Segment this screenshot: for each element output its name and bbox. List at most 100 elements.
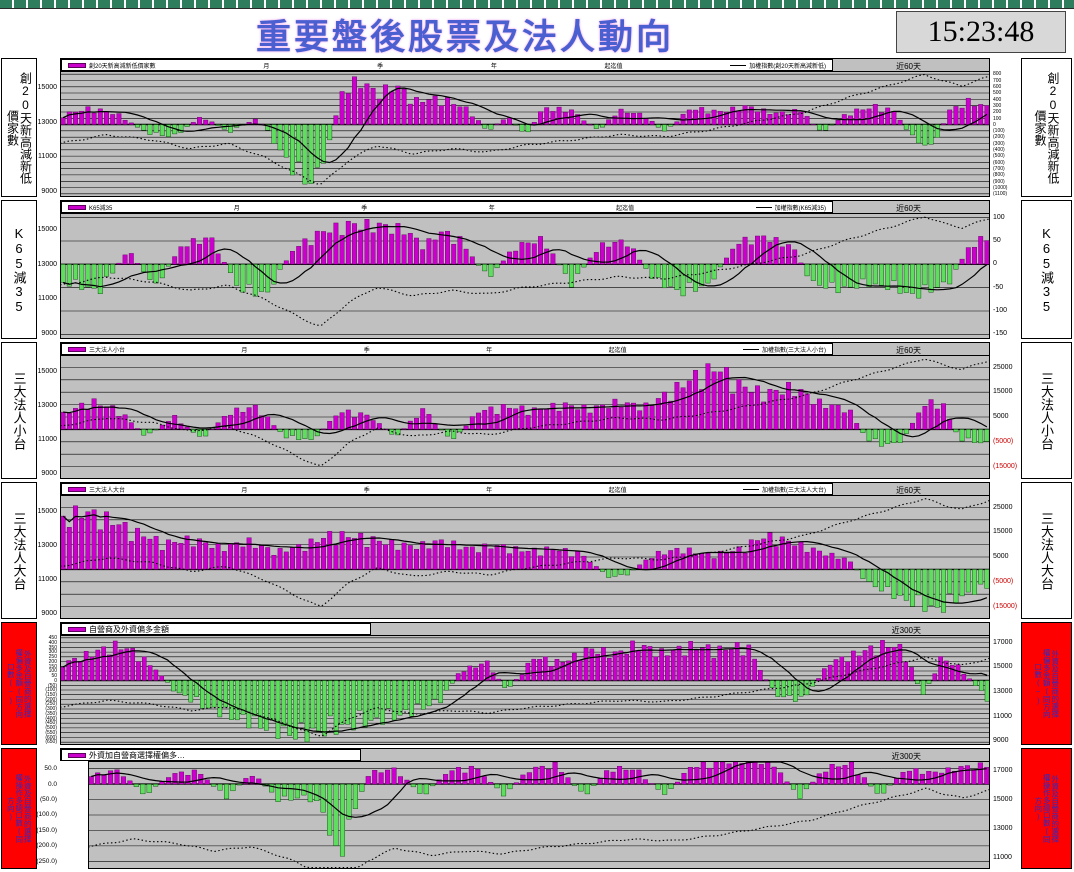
axis-tick-label: -50 — [993, 283, 1004, 291]
plot-area-three-institutions-large-futures — [60, 495, 990, 619]
axis-tick-label: 17000 — [993, 767, 1013, 775]
side-label-text: K65減35 — [11, 225, 27, 314]
axis-tick-label: (100) — [45, 687, 57, 694]
axis-tick-label: 250 — [48, 654, 57, 661]
left-axis: 15000 13000 11000 9000 — [38, 71, 58, 197]
legend-series2-label: 加權指數(三大法人大台) — [761, 487, 826, 494]
legend-series1: 三大法人小台 — [68, 345, 125, 354]
side-label-right: 口數(~) 權偏多金額(同方向 外資及自營商的選擇 — [1021, 622, 1072, 745]
left-axis: 15000 13000 11000 9000 — [38, 495, 58, 619]
legend-box: 創20天新高減新低價家數 月 季 年 起迄值 加權指數(創20天新高減新低) — [61, 59, 833, 71]
panel-row-dealer-foreign-net-long-amount: 口數(~) 權偏多金額(同方向 外資及自營商的選擇 口數(~) 權偏多金額(同方向 外資及… — [0, 621, 1074, 747]
axis-tick-label: 0.0 — [47, 780, 57, 788]
side-label-right: 三大法人小台 — [1021, 342, 1072, 479]
side-label-text: 價家數 — [1033, 109, 1047, 146]
side-label-text: K65減35 — [1039, 225, 1054, 314]
axis-tick-label: 700 — [993, 77, 1002, 84]
axis-tick-label: 15000 — [37, 368, 57, 376]
range-button[interactable]: 近60天 — [896, 486, 921, 495]
side-label-text: 方向) — [6, 796, 16, 821]
axis-tick-label: (5000) — [993, 437, 1014, 445]
legend-mid-mark: 年 — [488, 205, 495, 212]
axis-tick-label: (900) — [993, 178, 1005, 185]
left-axis: 15000 13000 11000 9000 — [38, 355, 58, 479]
side-label-left: K65減35 — [1, 200, 37, 339]
axis-tick-label: 800 — [993, 71, 1002, 78]
legend-series1: 外資加自營商選擇權偏多… — [68, 750, 185, 760]
legend-mid-mark: 月 — [233, 205, 240, 212]
side-label-text: 外資及自營商的選擇 — [1050, 649, 1060, 718]
bar-series-swatch — [68, 346, 86, 352]
legend-series1: 三大法人大台 — [68, 485, 125, 494]
legend-mid-mark: 季 — [363, 347, 370, 354]
side-label-right: 價家數 創20天新高減新低 — [1021, 58, 1072, 197]
axis-tick-label: 13000 — [37, 118, 57, 126]
axis-tick-label: 600 — [993, 84, 1002, 90]
axis-tick-label: 100 — [993, 213, 1005, 221]
legend-series2: 加權指數(創20天新高減新低) — [730, 61, 826, 70]
axis-tick-label: (700) — [993, 165, 1005, 172]
side-label-text: 外資及自營商的選擇 — [23, 774, 33, 843]
legend-series1-label: 外資加自營商選擇權偏多… — [89, 750, 185, 760]
axis-tick-label: 11000 — [38, 295, 57, 303]
axis-tick-label: 500 — [993, 90, 1002, 97]
side-label-text: 方向) — [1033, 796, 1043, 821]
legend-box: K65減35 月 季 年 起迄值 加權指數(K65減35) — [61, 201, 833, 213]
axis-tick-label: 100 — [993, 115, 1002, 122]
legend-series2: 加權指數(K65減35) — [755, 203, 826, 212]
axis-tick-label: (200) — [993, 134, 1005, 141]
side-label-text: 價家數 — [5, 109, 20, 146]
axis-tick-label: (5000) — [993, 577, 1014, 585]
axis-tick-label: (300) — [993, 140, 1005, 147]
axis-tick-label: (1100) — [993, 191, 1008, 198]
right-axis: 17000 15000 13000 11000 — [992, 761, 1018, 869]
side-label-text: 權偏多金額(同方向 — [14, 649, 24, 718]
right-axis: 25000 15000 5000 (5000) (15000) — [992, 355, 1018, 479]
axis-tick-label: 25000 — [993, 363, 1013, 371]
legend-strip: 自營商及外資偏多金額 近300天 — [60, 622, 990, 635]
axis-tick-label: -150 — [993, 330, 1008, 338]
bar-series-swatch — [68, 204, 86, 210]
range-button[interactable]: 近60天 — [896, 62, 921, 71]
axis-tick-label: 100 — [48, 668, 57, 675]
side-label-text: 外資及自營商的選擇 — [1050, 774, 1060, 843]
legend-mid-mark: 起迄值 — [604, 63, 623, 70]
axis-tick-label: 15000 — [993, 796, 1013, 804]
panel-row-k65-minus-35: K65減35 K65減35 15000 13000 11000 9000 100 50 0 -50… — [0, 199, 1074, 341]
range-button[interactable]: 近60天 — [896, 346, 921, 355]
right-axis: 25000 15000 5000 (5000) (15000) — [992, 495, 1018, 619]
axis-tick-label: (350) — [45, 710, 57, 717]
range-button[interactable]: 近300天 — [891, 626, 921, 635]
legend-series1-label: 自營商及外資偏多金額 — [89, 624, 169, 634]
axis-tick-label: 11000 — [38, 436, 57, 444]
legend-series1: K65減35 — [68, 203, 112, 212]
legend-mid-mark: 月 — [263, 63, 270, 70]
side-label-text: 口數(~) — [1033, 662, 1043, 705]
axis-tick-label: 13000 — [37, 260, 57, 268]
side-label-text: 三大法人小台 — [1039, 371, 1054, 450]
index-line-swatch — [755, 206, 772, 208]
axis-tick-label: 50 — [51, 673, 57, 680]
axis-tick-label: 11000 — [38, 153, 57, 161]
plot-area-new-high-minus-new-low — [60, 71, 990, 197]
range-button[interactable]: 近60天 — [896, 204, 921, 213]
axis-tick-label: (200) — [45, 696, 57, 703]
axis-tick-label: (100.0) — [36, 811, 57, 819]
axis-tick-label: (400) — [993, 147, 1005, 153]
legend-box: 三大法人小台 月 季 年 起迄值 加權指數(三大法人小台) — [61, 343, 833, 355]
range-button[interactable]: 近300天 — [891, 752, 921, 761]
axis-tick-label: 50 — [993, 237, 1001, 245]
axis-tick-label: 350 — [48, 644, 57, 651]
plot-area-three-institutions-mini-futures — [60, 355, 990, 479]
legend-mid-mark: 年 — [486, 347, 493, 354]
axis-tick-label: 0 — [993, 260, 997, 268]
axis-tick-label: 400 — [993, 96, 1002, 103]
axis-tick-label: (300) — [45, 706, 57, 713]
axis-tick-label: (150) — [45, 691, 57, 698]
legend-series2-label: 加權指數(創20天新高減新低) — [749, 63, 826, 70]
legend-box: 外資加自營商選擇權偏多… — [61, 749, 361, 761]
legend-strip: K65減35 月 季 年 起迄值 加權指數(K65減35) 近60天 — [60, 200, 990, 213]
panel-row-three-institutions-mini-futures: 三大法人小台 三大法人小台 15000 13000 11000 9000 25000 1500… — [0, 341, 1074, 481]
legend-series1: 創20天新高減新低價家數 — [68, 61, 156, 70]
